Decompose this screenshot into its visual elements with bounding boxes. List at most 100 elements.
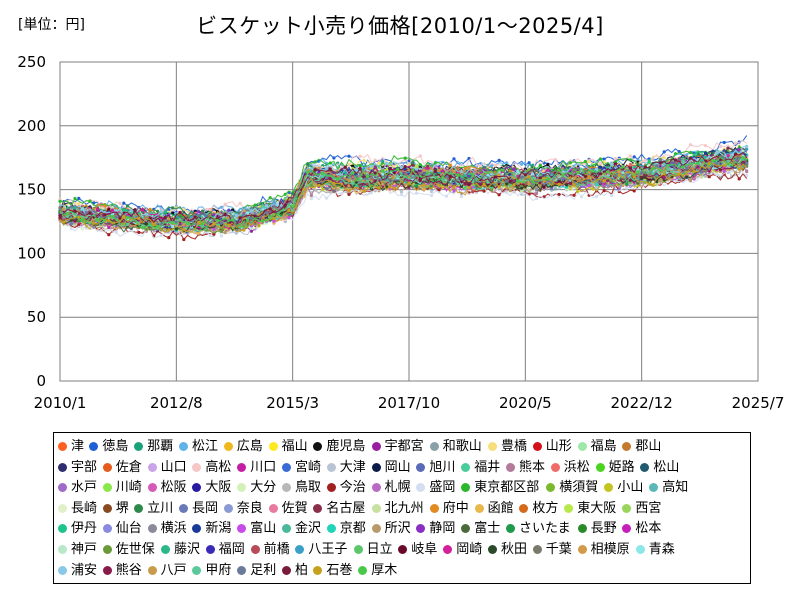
data-point [433, 169, 437, 173]
legend-marker [371, 462, 381, 472]
data-point [276, 213, 280, 217]
data-point [452, 188, 456, 193]
data-point [336, 177, 340, 181]
data-point [324, 186, 328, 190]
data-point [572, 193, 576, 197]
legend-marker [268, 442, 278, 451]
data-point [745, 161, 749, 165]
data-point [302, 187, 306, 191]
data-point [144, 222, 148, 226]
data-point [238, 216, 242, 220]
data-point [538, 163, 542, 167]
data-point [403, 172, 407, 176]
legend-item: 西宮 [622, 499, 661, 519]
legend-marker [461, 524, 471, 534]
data-point [137, 230, 141, 234]
data-point [369, 164, 374, 168]
data-point [159, 210, 163, 214]
legend-label: 長野 [590, 521, 617, 537]
data-point [505, 161, 509, 165]
legend-item: 青森 [635, 540, 675, 560]
data-point [628, 154, 633, 158]
legend-label: 鹿児島 [326, 439, 366, 454]
legend-item: 浜松 [550, 458, 590, 478]
data-point [508, 189, 512, 193]
legend-marker [564, 503, 574, 513]
data-point [306, 162, 310, 166]
legend-item: 浦安 [58, 561, 97, 581]
legend-label: 岐阜 [411, 542, 438, 557]
data-point [403, 165, 407, 169]
data-point [737, 167, 741, 171]
legend-label: 小山 [617, 480, 644, 496]
data-point [366, 175, 370, 179]
legend-label: 大津 [339, 459, 366, 475]
legend-item: 長崎 [58, 499, 97, 519]
data-point [283, 203, 287, 207]
data-point [681, 159, 685, 163]
legend-label: 相模原 [590, 542, 630, 557]
legend-label: 長崎 [71, 500, 98, 516]
series-line [59, 156, 747, 230]
legend-marker [268, 503, 278, 513]
legend-item: 福井 [461, 458, 500, 478]
data-point [362, 189, 366, 193]
data-point [595, 167, 599, 171]
legend-marker [223, 442, 233, 451]
legend-item: 藤沢 [161, 540, 200, 560]
data-point [662, 156, 666, 160]
data-point [493, 175, 497, 179]
data-point [452, 157, 456, 161]
data-point [418, 177, 422, 181]
data-point [103, 204, 107, 208]
legend-label: 山形 [545, 439, 572, 454]
data-point [730, 153, 734, 157]
data-point [471, 172, 475, 176]
legend-label: 旭川 [429, 459, 456, 475]
data-point [733, 141, 738, 145]
data-point [114, 209, 118, 213]
data-point [257, 224, 261, 228]
legend-marker [102, 503, 112, 513]
data-point [234, 231, 238, 235]
data-point [351, 171, 355, 175]
legend-label: 静岡 [429, 521, 456, 537]
data-point [373, 179, 377, 183]
data-point [197, 220, 201, 224]
legend-label: 前橋 [263, 542, 290, 557]
data-point [433, 161, 437, 165]
legend-item: 厚木 [358, 561, 397, 581]
data-point [636, 162, 640, 167]
data-point [722, 163, 726, 167]
data-point [381, 169, 385, 173]
x-tick-label: 2012/8 [150, 394, 203, 412]
data-point [358, 154, 362, 158]
legend-item: 静岡 [416, 519, 455, 539]
data-point [246, 218, 250, 222]
legend-label: 岡山 [384, 459, 411, 475]
legend-marker [550, 462, 560, 472]
data-point [377, 161, 381, 165]
x-tick-label: 2015/3 [266, 394, 319, 412]
data-point [110, 208, 115, 212]
legend-label: 松山 [653, 459, 680, 475]
legend-marker [313, 442, 323, 451]
data-point [497, 193, 501, 197]
legend-marker [282, 565, 291, 575]
data-point [223, 202, 227, 206]
legend-label: 日立 [366, 542, 393, 557]
data-point [73, 206, 77, 210]
data-point [358, 166, 362, 170]
legend-label: 那覇 [147, 439, 174, 454]
data-point [197, 210, 201, 214]
legend-label: 奈良 [236, 500, 263, 516]
data-point [242, 228, 246, 232]
legend-item: 盛岡 [416, 478, 455, 498]
data-point [707, 175, 711, 179]
data-point [722, 169, 726, 173]
data-point [655, 164, 659, 168]
data-point [272, 219, 276, 223]
legend-item: 秋田 [488, 540, 527, 560]
data-point [452, 185, 456, 189]
legend-label: 佐賀 [281, 500, 308, 516]
